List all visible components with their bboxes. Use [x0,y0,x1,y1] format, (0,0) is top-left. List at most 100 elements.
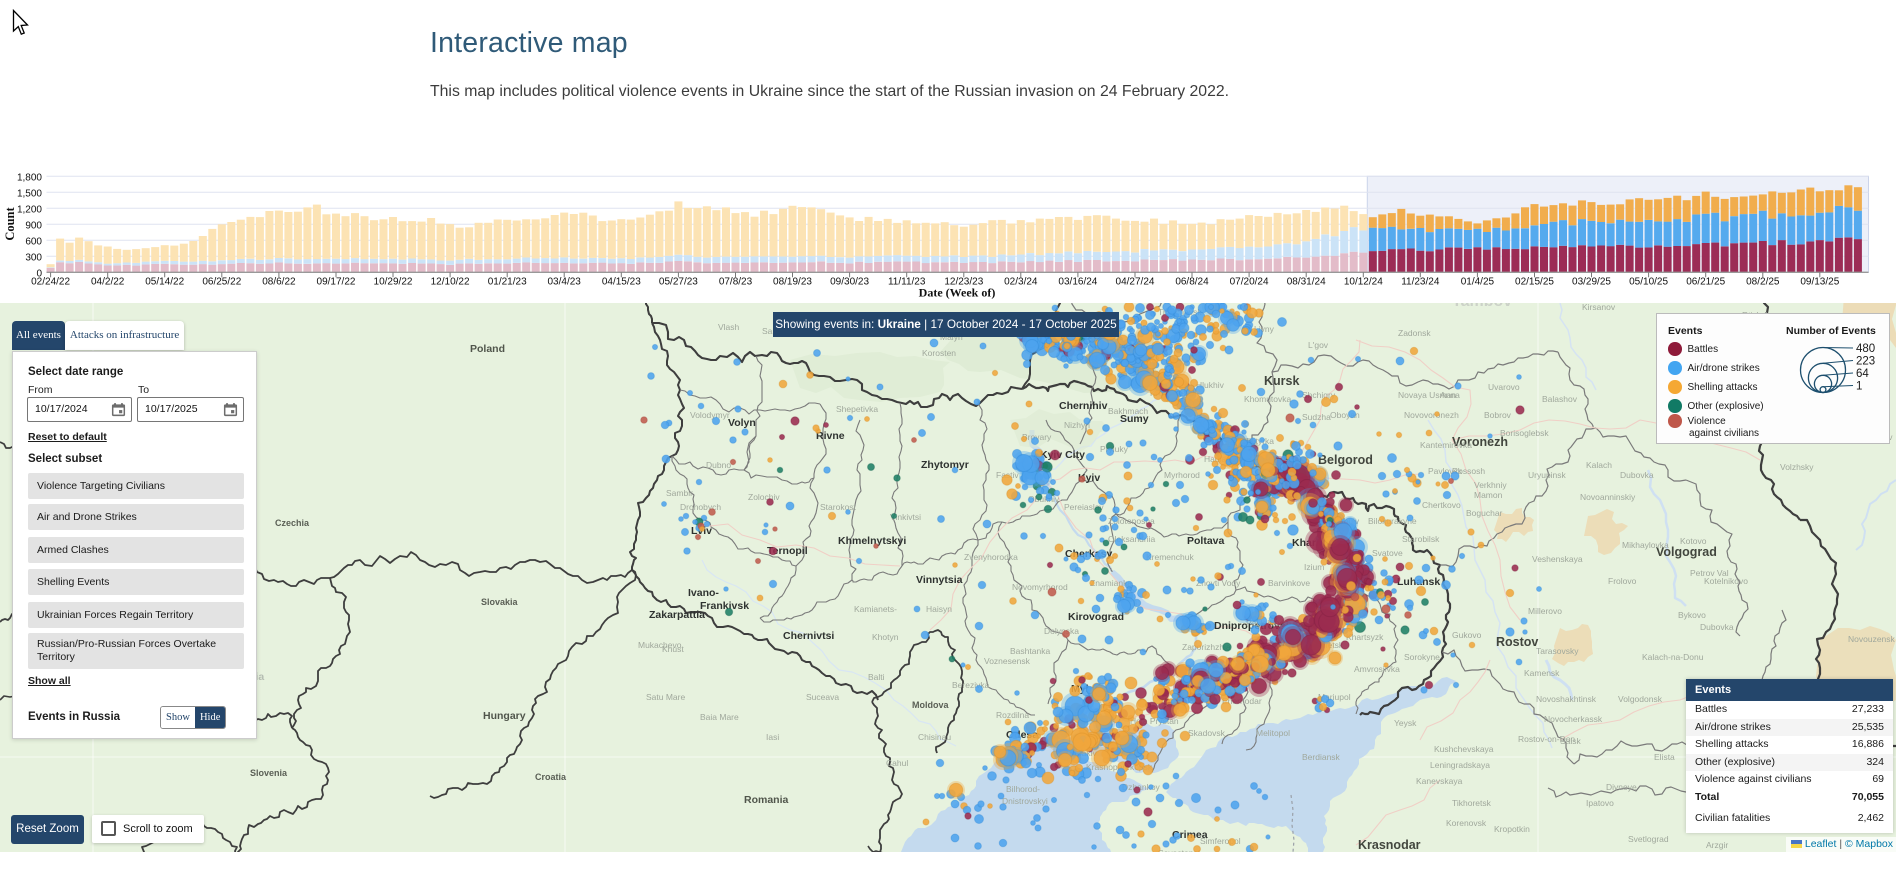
svg-text:Starokost: Starokost [820,502,857,512]
svg-text:Dubovka: Dubovka [1620,470,1654,480]
svg-text:Divnoye: Divnoye [1606,782,1637,792]
svg-text:Slovakia: Slovakia [481,597,519,607]
svg-text:64: 64 [1856,368,1869,380]
svg-text:Count: Count [3,206,17,240]
svg-text:L'gov: L'gov [1308,340,1329,350]
svg-text:Ternopil: Ternopil [767,545,808,557]
svg-text:Vlash: Vlash [718,322,740,332]
svg-text:Zadonsk: Zadonsk [1398,328,1431,338]
svg-text:Sevastopol: Sevastopol [1158,848,1200,852]
svg-text:Uvarovo: Uvarovo [1488,382,1520,392]
svg-text:223: 223 [1856,356,1875,368]
svg-text:Cahul: Cahul [886,758,908,768]
svg-text:Bobrov: Bobrov [1484,410,1512,420]
svg-text:Berezivka: Berezivka [952,680,990,690]
svg-text:Mikhaylovka: Mikhaylovka [1622,540,1669,550]
svg-text:Balti: Balti [868,672,885,682]
svg-text:Volodymyr: Volodymyr [690,410,730,420]
svg-text:Zakarpattia: Zakarpattia [649,609,705,621]
svg-text:Tarasovsky: Tarasovsky [1536,646,1579,656]
svg-text:08/31/24: 08/31/24 [1287,276,1326,287]
svg-text:05/10/25: 05/10/25 [1629,276,1668,287]
svg-text:Malyn: Malyn [940,332,963,342]
svg-text:Izium: Izium [1304,562,1324,572]
svg-text:Belgorod: Belgorod [1318,453,1373,467]
svg-text:Kotelnikovo: Kotelnikovo [1704,576,1748,586]
svg-text:08/6/22: 08/6/22 [262,276,296,287]
svg-text:Anna: Anna [1440,390,1460,400]
svg-text:Nizhyn: Nizhyn [1064,420,1090,430]
svg-text:Kamianets-: Kamianets- [854,604,897,614]
svg-text:300: 300 [25,252,42,263]
svg-text:08/2/25: 08/2/25 [1746,276,1780,287]
svg-text:12/23/23: 12/23/23 [944,276,983,287]
svg-text:Znamianka: Znamianka [1090,578,1132,588]
svg-text:Oleksandriia: Oleksandriia [1108,534,1156,544]
svg-text:Elista: Elista [1654,752,1675,762]
svg-text:Kanevskaya: Kanevskaya [1416,776,1463,786]
svg-text:Balashov: Balashov [1542,394,1578,404]
svg-text:Zhytomyr: Zhytomyr [921,459,969,471]
svg-text:Obukhiv: Obukhiv [1028,494,1060,504]
svg-text:Skadovsk: Skadovsk [1188,728,1226,738]
svg-text:Barvinkove: Barvinkove [1268,578,1310,588]
svg-text:Volyn: Volyn [728,417,756,429]
svg-text:Hungary: Hungary [483,710,526,722]
svg-text:05/27/23: 05/27/23 [659,276,698,287]
svg-text:Romania: Romania [744,794,789,806]
svg-text:Novocherkassk: Novocherkassk [1544,714,1603,724]
svg-text:Petrov Val: Petrov Val [1690,568,1729,578]
svg-text:480: 480 [1856,343,1875,355]
svg-text:Pryluky: Pryluky [1100,444,1129,454]
svg-text:Kushchevskaya: Kushchevskaya [1434,744,1494,754]
svg-text:Millerovo: Millerovo [1528,606,1562,616]
svg-text:Poltava: Poltava [1187,535,1225,547]
svg-text:Pavlovsk: Pavlovsk [1428,466,1463,476]
svg-text:Rivne: Rivne [816,430,845,442]
svg-text:Volgograd: Volgograd [1656,545,1717,559]
svg-text:Kirsanov: Kirsanov [1582,303,1616,312]
svg-text:Simferopol: Simferopol [1200,836,1241,846]
svg-text:Frolovo: Frolovo [1608,576,1637,586]
svg-text:Verkhniy: Verkhniy [1474,480,1507,490]
svg-text:Kalach: Kalach [1586,460,1612,470]
svg-text:Vinnytsia: Vinnytsia [916,574,963,586]
svg-text:Veshenskaya: Veshenskaya [1532,554,1583,564]
svg-text:11/11/23: 11/11/23 [888,276,926,287]
svg-text:Borisoglebsk: Borisoglebsk [1500,428,1549,438]
svg-text:Shchigry: Shchigry [1302,390,1336,400]
svg-text:Chernihiv: Chernihiv [1059,400,1108,412]
svg-text:Rossosh: Rossosh [1452,466,1485,476]
svg-text:Mamon: Mamon [1474,490,1503,500]
svg-text:Chisinau: Chisinau [918,732,951,742]
svg-text:Zhovti Vody: Zhovti Vody [1196,578,1241,588]
svg-text:Drohobych: Drohobych [680,502,721,512]
svg-text:Pereiaslav: Pereiaslav [1064,502,1104,512]
svg-text:01/4/25: 01/4/25 [1461,276,1495,287]
svg-text:06/25/22: 06/25/22 [202,276,241,287]
svg-text:1,200: 1,200 [17,204,42,215]
svg-text:Khotyn: Khotyn [872,632,899,642]
svg-text:Zolochiv: Zolochiv [748,492,780,502]
svg-text:Voznesensk: Voznesensk [984,656,1031,666]
svg-text:06/8/24: 06/8/24 [1175,276,1209,287]
svg-text:Hola Prystan: Hola Prystan [1130,716,1179,726]
svg-text:Svatove: Svatove [1372,548,1403,558]
svg-text:Uryupinsk: Uryupinsk [1528,470,1567,480]
svg-text:Rozdilna: Rozdilna [996,710,1029,720]
svg-text:Dolynska: Dolynska [1044,626,1079,636]
svg-text:1,500: 1,500 [17,188,42,199]
svg-text:Krasnodar: Krasnodar [1358,838,1421,852]
svg-text:Kyiv City: Kyiv City [1040,449,1085,461]
svg-text:1,800: 1,800 [17,172,42,183]
svg-text:Okhtyrka: Okhtyrka [1240,436,1274,446]
svg-text:Kalach-na-Donu: Kalach-na-Donu [1642,652,1704,662]
svg-text:Arzgir: Arzgir [1706,840,1728,850]
svg-text:09/30/23: 09/30/23 [830,276,869,287]
svg-text:Dnistrovskyi: Dnistrovskyi [1002,796,1048,806]
svg-text:Tikhoretsk: Tikhoretsk [1452,798,1492,808]
svg-text:Yeysk: Yeysk [1394,718,1417,728]
svg-text:Chernivtsi: Chernivtsi [783,630,834,642]
svg-text:Frankivsk: Frankivsk [700,600,749,612]
svg-text:Kamensk: Kamensk [1524,668,1560,678]
